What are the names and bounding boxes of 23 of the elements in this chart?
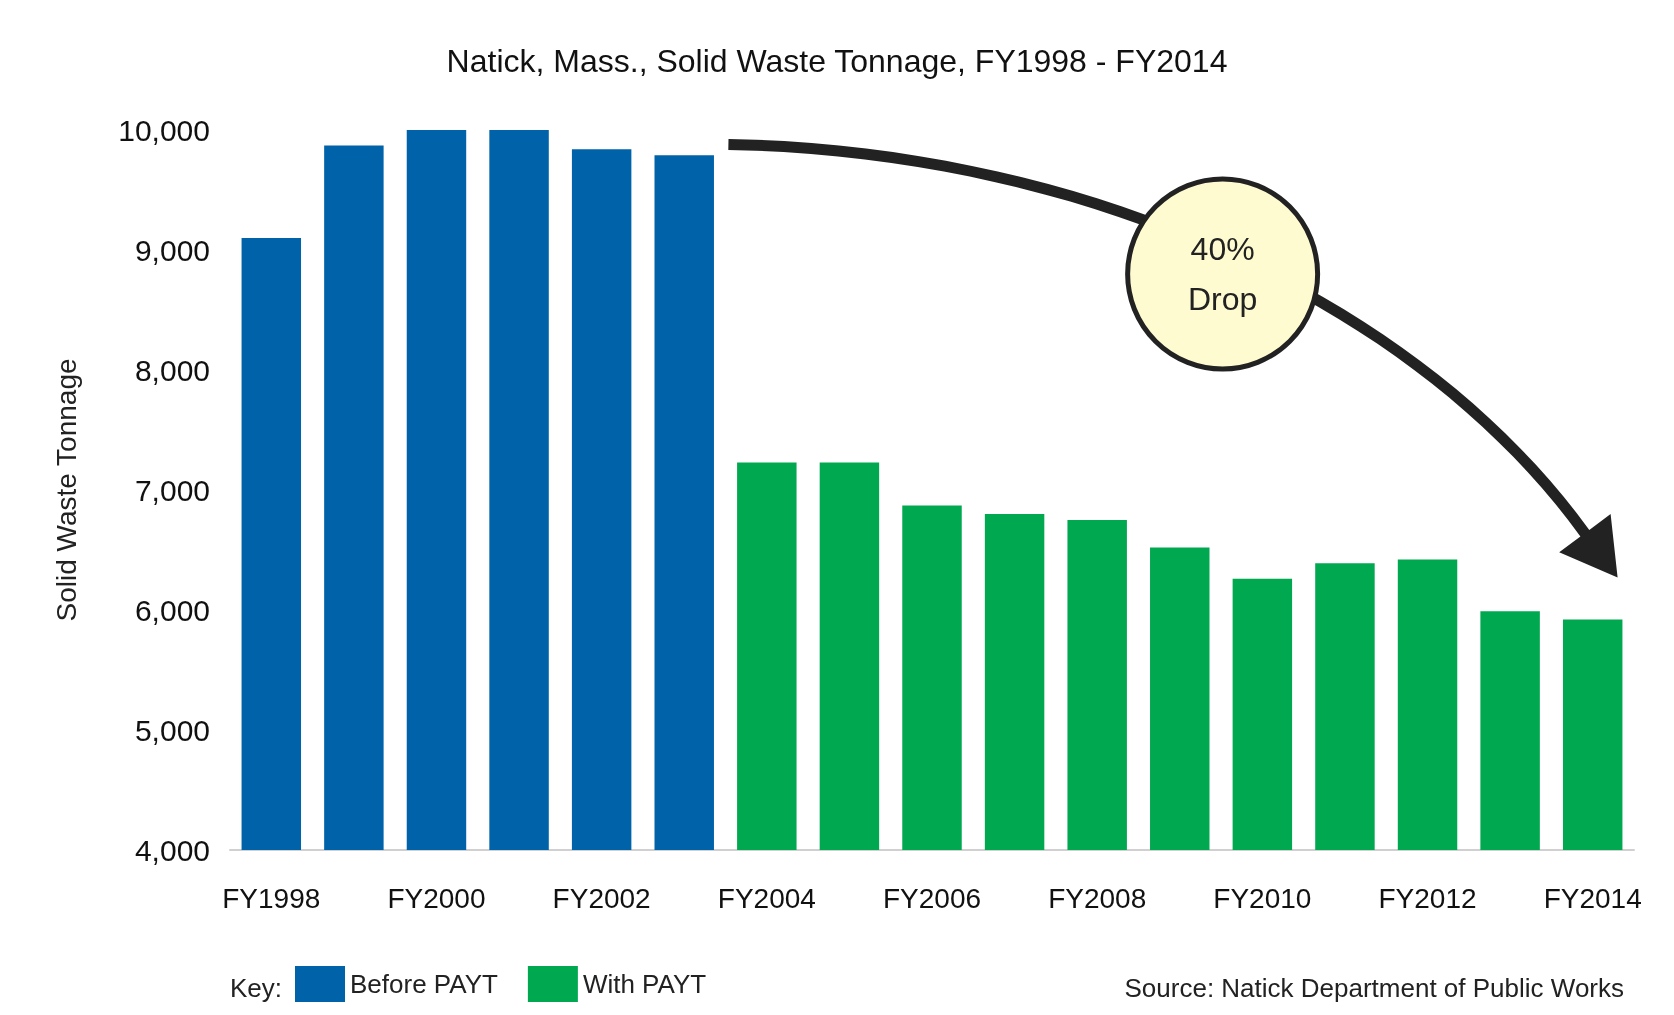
x-tick-label: FY2008 [1048, 882, 1147, 914]
x-tick-label: FY1998 [222, 882, 321, 914]
chart-title: Natick, Mass., Solid Waste Tonnage, FY1998 - FY2014 [446, 43, 1228, 79]
y-axis-title: Solid Waste Tonnage [50, 358, 82, 622]
legend-title: Key: [230, 973, 283, 1003]
x-tick-label: FY2000 [387, 882, 486, 914]
annotation: 40% Drop [1186, 230, 1259, 319]
x-tick-label: FY2004 [717, 882, 816, 914]
x-tick-label: FY2010 [1213, 882, 1312, 914]
y-tick-label: 9,000 [134, 233, 210, 267]
x-tick-label: FY2002 [552, 882, 651, 914]
x-tick-label: FY2006 [882, 882, 982, 914]
x-tick-label: FY2012 [1378, 882, 1477, 914]
y-tick-label: 4,000 [134, 833, 210, 867]
y-tick-label: 5,000 [134, 713, 210, 747]
legend-label: With PAYT [582, 969, 707, 999]
y-tick-label: 6,000 [134, 593, 210, 627]
y-tick-label: 7,000 [134, 473, 210, 507]
y-tick-label: 8,000 [134, 353, 210, 387]
source-note: Source: Natick Department of Public Works [1124, 973, 1624, 1003]
y-tick-label: 10,000 [118, 113, 210, 147]
x-tick-label: FY2014 [1543, 882, 1642, 914]
legend-label: Before PAYT [350, 969, 498, 999]
